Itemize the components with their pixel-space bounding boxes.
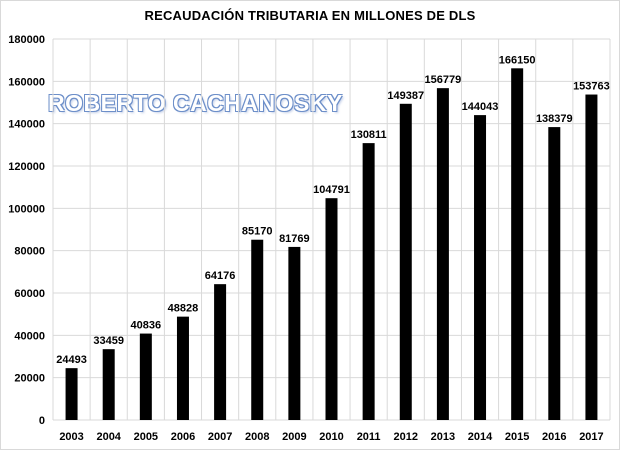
data-label-2013: 156779 <box>425 74 462 86</box>
data-label-2005: 40836 <box>131 320 162 332</box>
chart-title: RECAUDACIÓN TRIBUTARIA EN MILLONES DE DL… <box>144 8 476 23</box>
x-tick-label: 2012 <box>394 431 418 443</box>
y-tick-label: 0 <box>39 415 45 427</box>
y-tick-label: 140000 <box>8 119 45 131</box>
y-tick-label: 160000 <box>8 76 45 88</box>
y-tick-label: 120000 <box>8 161 45 173</box>
bar-2015 <box>511 68 524 421</box>
x-tick-label: 2004 <box>96 431 121 443</box>
bar-2011 <box>362 143 375 421</box>
bar-2009 <box>288 246 301 420</box>
data-label-2016: 138379 <box>536 113 573 125</box>
y-tick-label: 80000 <box>14 246 45 258</box>
x-tick-label: 2010 <box>319 431 343 443</box>
bar-2006 <box>176 316 189 420</box>
x-tick-label: 2017 <box>579 431 603 443</box>
x-tick-label: 2015 <box>505 431 529 443</box>
y-tick-label: 40000 <box>14 330 45 342</box>
y-tick-label: 100000 <box>8 203 45 215</box>
x-tick-label: 2013 <box>431 431 455 443</box>
data-label-2012: 149387 <box>387 90 424 102</box>
x-tick-label: 2005 <box>134 431 158 443</box>
bar-2016 <box>548 127 561 421</box>
x-tick-label: 2007 <box>208 431 232 443</box>
y-axis-ticks: 0 20000 40000 60000 80000 100000 120000 140000 1… <box>8 34 45 427</box>
watermark-text: ROBERTO CACHANOSKY <box>48 90 343 116</box>
data-label-2006: 48828 <box>168 303 199 315</box>
y-tick-label: 180000 <box>8 34 45 46</box>
bar-2013 <box>436 88 449 420</box>
data-label-2007: 64176 <box>205 270 236 282</box>
x-tick-label: 2016 <box>542 431 566 443</box>
x-axis-ticks: 2003 2004 2005 2006 2007 2008 2009 2010 2011 2012… <box>59 431 603 443</box>
bar-2017 <box>585 94 598 421</box>
bar-2014 <box>474 115 487 421</box>
data-label-2015: 166150 <box>499 54 536 66</box>
bar-2005 <box>139 333 152 420</box>
data-labels: 24493 33459 40836 48828 64176 85170 81769 10479… <box>56 54 610 366</box>
bar-2008 <box>251 239 264 420</box>
y-tick-label: 20000 <box>14 373 45 385</box>
data-label-2004: 33459 <box>93 335 124 347</box>
bar-2003 <box>65 368 78 420</box>
x-tick-label: 2006 <box>171 431 195 443</box>
bar-2004 <box>102 349 115 420</box>
bars <box>65 68 598 421</box>
data-label-2017: 153763 <box>573 81 610 93</box>
x-tick-label: 2009 <box>282 431 306 443</box>
data-label-2009: 81769 <box>279 233 310 245</box>
x-tick-label: 2014 <box>468 431 493 443</box>
x-tick-label: 2003 <box>59 431 83 443</box>
data-label-2014: 144043 <box>462 101 499 113</box>
data-label-2011: 130811 <box>351 129 387 141</box>
y-tick-label: 60000 <box>14 288 45 300</box>
data-label-2010: 104791 <box>313 184 350 196</box>
bar-2007 <box>214 284 227 420</box>
bar-2012 <box>399 103 412 420</box>
data-label-2003: 24493 <box>56 354 87 366</box>
x-tick-label: 2011 <box>357 431 381 443</box>
x-tick-label: 2008 <box>245 431 269 443</box>
data-label-2008: 85170 <box>242 226 273 238</box>
bar-2010 <box>325 198 338 420</box>
